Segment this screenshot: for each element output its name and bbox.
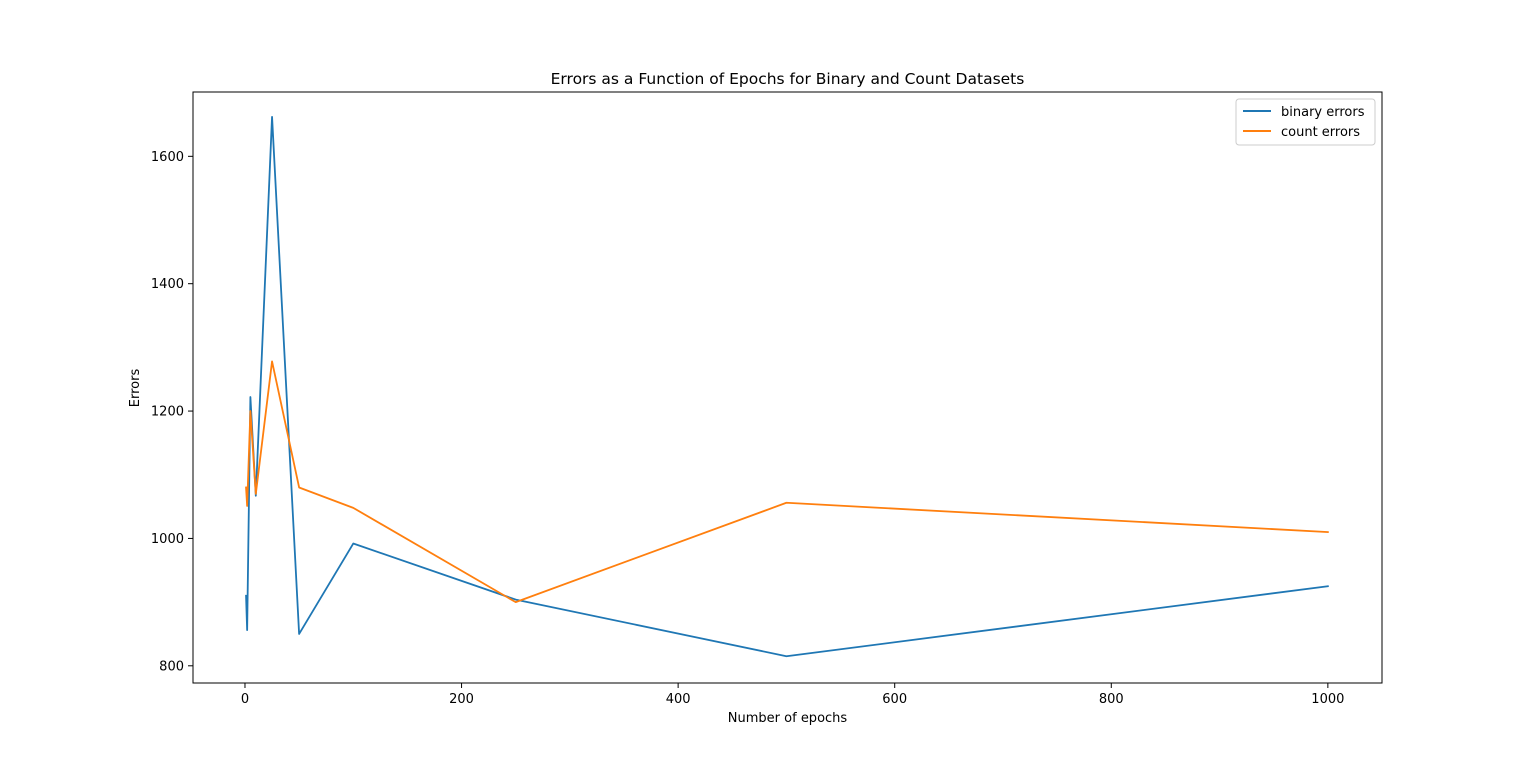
plot-area [193,92,1382,683]
x-tick-label: 1000 [1311,692,1344,707]
y-tick-label: 1200 [151,405,184,420]
legend-label-count-errors: count errors [1281,125,1360,140]
legend: binary errors count errors [1235,98,1376,146]
x-axis-ticks: 0 200 400 600 800 1000 [241,683,1344,707]
x-tick-label: 200 [449,692,474,707]
chart-title: Errors as a Function of Epochs for Binar… [551,70,1025,88]
series-lines [245,115,1329,658]
y-tick-label: 800 [159,659,184,674]
plot-frame [192,91,1383,684]
legend-label-binary-errors: binary errors [1281,105,1365,120]
x-axis-label: Number of epochs [728,711,848,726]
y-tick-label: 1600 [151,150,184,165]
x-tick-label: 400 [666,692,691,707]
y-tick-label: 1000 [151,532,184,547]
y-axis-label: Errors [128,369,143,408]
x-tick-label: 800 [1099,692,1124,707]
x-tick-label: 600 [882,692,907,707]
series-line-binary-errors [245,115,1329,658]
x-tick-label: 0 [241,692,249,707]
series-line-count-errors [245,360,1329,604]
y-tick-label: 1400 [151,277,184,292]
y-axis-ticks: 800 1000 1200 1400 1600 [151,150,193,674]
